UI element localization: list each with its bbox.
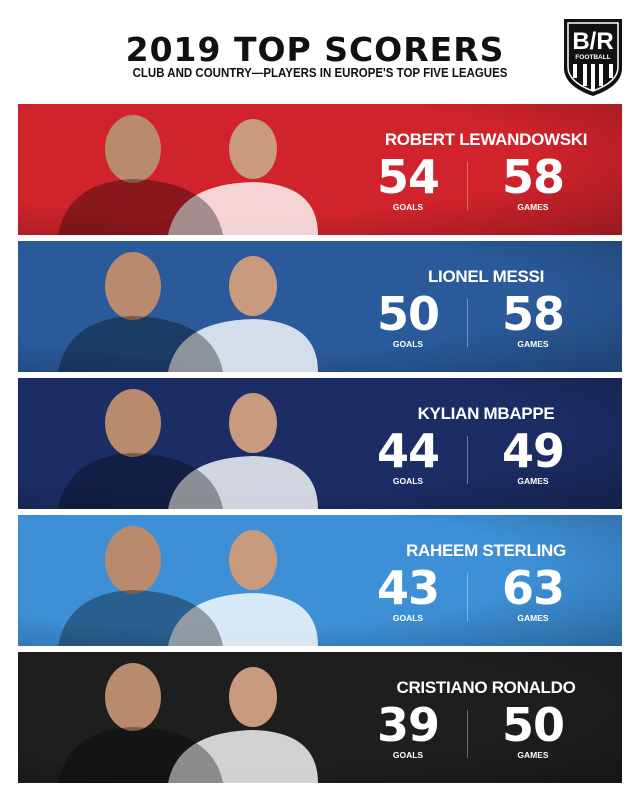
stat-divider (467, 299, 468, 347)
stat-divider (467, 436, 468, 484)
player-photo (58, 526, 318, 646)
player-card: CRISTIANO RONALDO 39 50 GOALS GAMES (18, 652, 622, 783)
goals-value: 43 (376, 561, 440, 615)
games-value: 58 (501, 287, 565, 341)
player-name: ROBERT LEWANDOWSKI (384, 130, 588, 149)
stat-divider (467, 573, 468, 621)
games-value: 58 (501, 150, 565, 204)
br-football-logo: B/R FOOTBALL (564, 19, 622, 96)
player-photo (58, 389, 318, 509)
page-subtitle: CLUB AND COUNTRY—PLAYERS IN EUROPE'S TOP… (132, 66, 508, 80)
goals-label: GOALS (392, 750, 424, 760)
goals-value: 39 (376, 698, 440, 752)
player-card: RAHEEM STERLING 43 63 GOALS GAMES (18, 515, 622, 646)
player-photo (58, 115, 318, 235)
games-label: GAMES (517, 476, 549, 486)
goals-label: GOALS (392, 476, 424, 486)
goals-label: GOALS (392, 202, 424, 212)
stat-divider (467, 162, 468, 210)
stat-divider (467, 710, 468, 758)
player-card: KYLIAN MBAPPE 44 49 GOALS GAMES (18, 378, 622, 509)
goals-value: 44 (376, 424, 440, 478)
player-name: KYLIAN MBAPPE (417, 404, 555, 423)
player-name: RAHEEM STERLING (406, 541, 566, 560)
player-card: ROBERT LEWANDOWSKI 54 58 GOALS GAMES (18, 104, 622, 235)
player-card: LIONEL MESSI 50 58 GOALS GAMES (18, 241, 622, 372)
player-name: LIONEL MESSI (427, 267, 545, 286)
goals-value: 50 (376, 287, 440, 341)
games-label: GAMES (517, 202, 549, 212)
svg-text:B/R: B/R (572, 28, 613, 55)
games-value: 50 (501, 698, 565, 752)
goals-label: GOALS (392, 339, 424, 349)
games-label: GAMES (517, 339, 549, 349)
games-value: 49 (501, 424, 565, 478)
page-title: 2019 TOP SCORERS (125, 30, 505, 69)
player-photo (58, 663, 318, 783)
games-label: GAMES (517, 613, 549, 623)
games-label: GAMES (517, 750, 549, 760)
player-name: CRISTIANO RONALDO (396, 678, 576, 697)
player-photo (58, 252, 318, 372)
svg-text:FOOTBALL: FOOTBALL (575, 54, 610, 61)
goals-value: 54 (376, 150, 440, 204)
goals-label: GOALS (392, 613, 424, 623)
games-value: 63 (501, 561, 565, 615)
